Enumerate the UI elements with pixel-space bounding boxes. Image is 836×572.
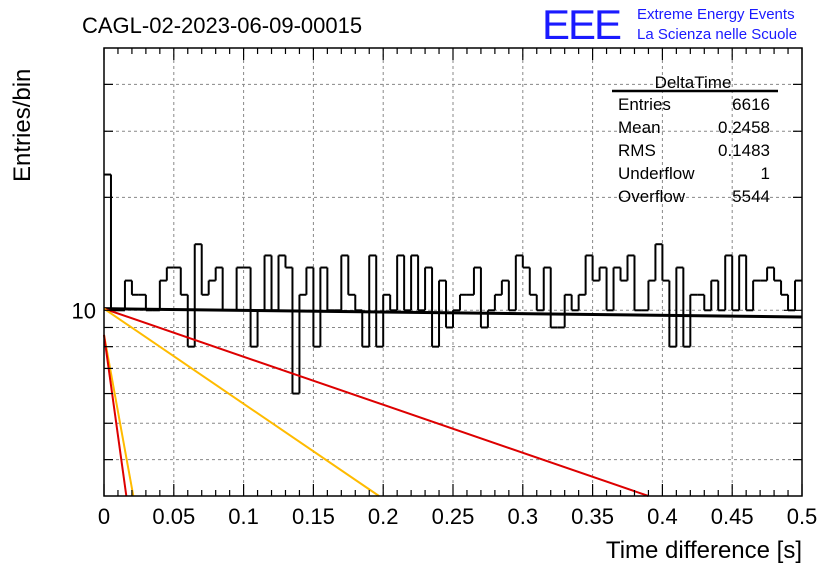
x-tick-labels: 0 0.05 0.1 0.15 0.2 0.25 0.3 0.35 0.4 0.45 0.5	[98, 504, 817, 529]
stats-box: DeltaTime Entries 6616 Mean 0.2458 RMS 0.1483…	[612, 73, 778, 206]
x-tick-label: 0.15	[292, 504, 335, 529]
x-tick-label: 0.45	[711, 504, 754, 529]
fit-line	[103, 334, 128, 497]
fit-line	[103, 307, 649, 497]
x-tick-label: 0.35	[571, 504, 614, 529]
stats-row-label: Entries	[618, 95, 671, 114]
fit-lines	[103, 307, 803, 497]
stats-row-value: 1	[761, 164, 770, 183]
fit-line	[103, 334, 135, 497]
stats-row-value: 0.2458	[718, 118, 770, 137]
eee-logo-icon: EEE	[542, 1, 621, 48]
x-tick-label: 0.25	[432, 504, 475, 529]
fit-line	[103, 307, 803, 319]
stats-row-label: Mean	[618, 118, 661, 137]
stats-row-label: Underflow	[618, 164, 695, 183]
chart-title: CAGL-02-2023-06-09-00015	[82, 13, 362, 38]
stats-row-value: 0.1483	[718, 141, 770, 160]
x-tick-label: 0.5	[787, 504, 818, 529]
stats-row-value: 6616	[732, 95, 770, 114]
x-tick-label: 0.3	[508, 504, 539, 529]
x-tick-label: 0.4	[647, 504, 678, 529]
stats-title: DeltaTime	[655, 73, 732, 92]
stats-rows: Entries 6616 Mean 0.2458 RMS 0.1483 Underflow 1…	[618, 95, 770, 206]
y-tick-label: 10	[72, 298, 96, 323]
y-tick-labels: 10	[72, 298, 96, 323]
logo-line-1: Extreme Energy Events	[637, 6, 795, 23]
logo-line-2: La Scienza nelle Scuole	[637, 26, 797, 43]
x-tick-label: 0.05	[152, 504, 195, 529]
x-tick-label: 0.1	[228, 504, 259, 529]
x-axis-label: Time difference [s]	[606, 537, 802, 564]
x-tick-label: 0.2	[368, 504, 399, 529]
histogram-bars	[104, 173, 802, 395]
stats-row-label: RMS	[618, 141, 656, 160]
stats-row-value: 5544	[732, 187, 770, 206]
y-axis-label: Entries/bin	[9, 69, 36, 182]
fit-line	[103, 307, 380, 497]
x-tick-label: 0	[98, 504, 110, 529]
axes	[103, 47, 803, 497]
stats-row-label: Overflow	[618, 187, 686, 206]
